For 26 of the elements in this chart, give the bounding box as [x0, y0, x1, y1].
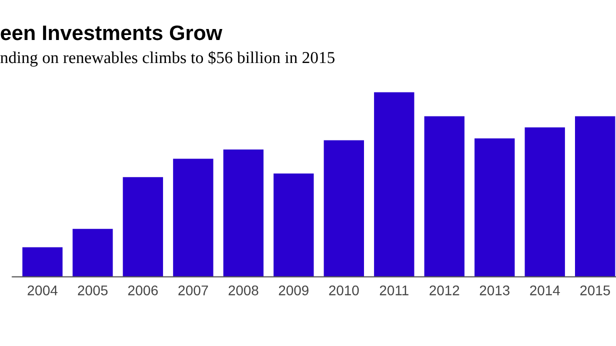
bar: [274, 173, 314, 277]
bar: [374, 92, 414, 277]
x-tick-label: 2004: [28, 286, 58, 296]
x-tick-label: 2006: [128, 286, 158, 296]
bar: [122, 177, 164, 277]
x-tick-label: 2012: [430, 286, 460, 296]
bar: [524, 127, 565, 277]
bar: [223, 149, 264, 277]
x-tick-label: 2007: [178, 286, 208, 296]
bar: [424, 116, 464, 277]
chart-title: een Investments Grow: [0, 25, 222, 40]
x-tick-label: 2005: [78, 286, 108, 296]
bar: [324, 140, 364, 277]
x-tick-label: 2015: [580, 286, 610, 296]
x-tick-label: 2011: [380, 286, 408, 296]
chart-subtitle: nding on renewables climbs to $56 billion in 2015: [0, 50, 334, 67]
bar: [173, 158, 214, 277]
x-tick-label: 2013: [480, 286, 510, 296]
bar: [72, 228, 113, 277]
x-tick-label: 2008: [228, 286, 258, 296]
x-tick-label: 2010: [329, 286, 359, 296]
bar: [22, 247, 63, 277]
bar: [474, 138, 515, 277]
x-tick-label: 2014: [530, 286, 560, 296]
bar: [575, 116, 616, 277]
x-tick-label: 2009: [278, 286, 308, 296]
